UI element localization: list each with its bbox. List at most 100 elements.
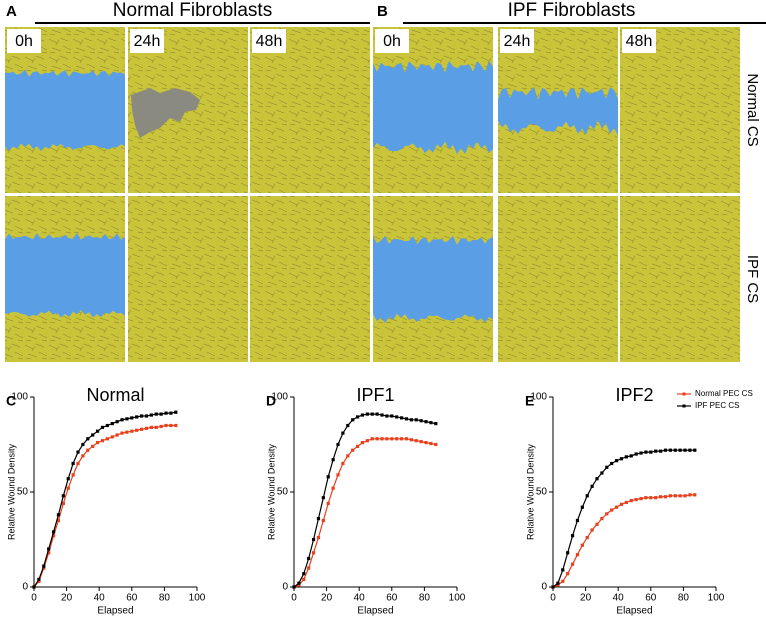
data-point — [429, 421, 433, 425]
x-tick-label: 40 — [613, 593, 625, 604]
data-point — [434, 442, 438, 447]
panel-letter: B — [377, 3, 388, 20]
panel-letter: D — [266, 393, 276, 409]
data-point — [663, 495, 668, 499]
data-point — [169, 411, 173, 415]
panel-letter: A — [6, 3, 17, 20]
data-point — [316, 517, 321, 521]
x-tick-label: 60 — [645, 593, 657, 604]
data-point — [580, 543, 584, 547]
data-point — [115, 433, 119, 437]
data-point — [321, 496, 325, 500]
x-tick-label: 20 — [61, 593, 73, 604]
data-point — [61, 501, 65, 505]
data-point — [47, 551, 51, 555]
data-point — [380, 437, 384, 441]
data-point — [575, 553, 580, 557]
wound-area — [5, 69, 125, 151]
data-point — [649, 496, 653, 500]
data-point — [311, 537, 316, 542]
data-point — [297, 581, 301, 585]
time-label: 48h — [256, 33, 283, 50]
chart-title: IPF1 — [356, 385, 394, 405]
data-point — [174, 423, 178, 428]
data-point — [76, 461, 80, 466]
data-point — [307, 566, 311, 570]
data-point — [688, 493, 692, 497]
panel-title: Normal Fibroblasts — [113, 0, 272, 21]
data-point — [105, 423, 109, 428]
data-point — [91, 433, 95, 437]
x-tick-label: 80 — [159, 593, 171, 604]
data-point — [590, 484, 594, 488]
data-point — [51, 530, 56, 534]
data-point — [424, 441, 428, 445]
data-point — [566, 551, 570, 555]
data-point — [649, 450, 653, 454]
x-axis-label: Elapsed — [97, 606, 133, 617]
data-point — [365, 439, 369, 443]
y-tick-label: 100 — [11, 392, 28, 403]
micrograph — [250, 27, 370, 193]
data-point — [375, 412, 379, 416]
data-point — [614, 505, 619, 509]
data-point — [76, 450, 80, 454]
wound-area — [5, 233, 125, 318]
data-point — [654, 496, 658, 500]
data-point — [629, 454, 633, 458]
data-point — [575, 518, 580, 523]
time-label: 24h — [504, 33, 531, 50]
data-point — [341, 431, 345, 435]
data-point — [351, 418, 355, 422]
time-box — [375, 29, 409, 53]
data-point — [326, 501, 330, 505]
micrograph — [620, 27, 740, 193]
micrograph — [620, 196, 740, 362]
chart-title: Normal — [86, 385, 144, 405]
data-point — [639, 497, 643, 501]
data-point — [86, 448, 90, 452]
data-point — [135, 415, 139, 419]
data-point — [614, 459, 619, 463]
series-line — [552, 449, 695, 588]
micrograph — [498, 196, 618, 362]
time-box — [622, 29, 656, 53]
data-point — [100, 439, 105, 443]
time-label: 0h — [15, 33, 33, 50]
data-point — [351, 448, 355, 452]
time-label: 48h — [626, 33, 653, 50]
data-point — [144, 426, 149, 430]
data-point — [81, 454, 85, 458]
data-point — [346, 423, 350, 428]
data-point — [71, 473, 75, 477]
data-point — [434, 422, 438, 426]
data-point — [130, 416, 134, 420]
data-point — [693, 493, 697, 497]
data-point — [404, 417, 409, 421]
data-point — [673, 494, 677, 498]
time-label: 24h — [134, 33, 161, 50]
data-point — [125, 417, 129, 421]
data-point — [115, 420, 119, 424]
data-point — [144, 414, 149, 418]
data-point — [390, 414, 394, 418]
x-tick-label: 20 — [321, 593, 333, 604]
data-point — [668, 448, 672, 452]
x-tick-label: 40 — [354, 593, 366, 604]
data-point — [336, 442, 340, 447]
x-tick-label: 0 — [31, 593, 37, 604]
data-point — [61, 494, 65, 498]
data-point — [429, 441, 433, 446]
data-point — [174, 410, 178, 414]
data-point — [120, 431, 124, 435]
legend-label: IPF PEC CS — [695, 401, 739, 410]
data-point — [658, 495, 663, 499]
data-point — [311, 551, 316, 555]
data-point — [355, 415, 360, 419]
data-point — [585, 536, 589, 540]
data-point — [110, 422, 114, 426]
data-point — [570, 562, 575, 566]
data-point — [385, 414, 389, 418]
data-point — [135, 428, 139, 432]
data-point — [566, 572, 570, 576]
